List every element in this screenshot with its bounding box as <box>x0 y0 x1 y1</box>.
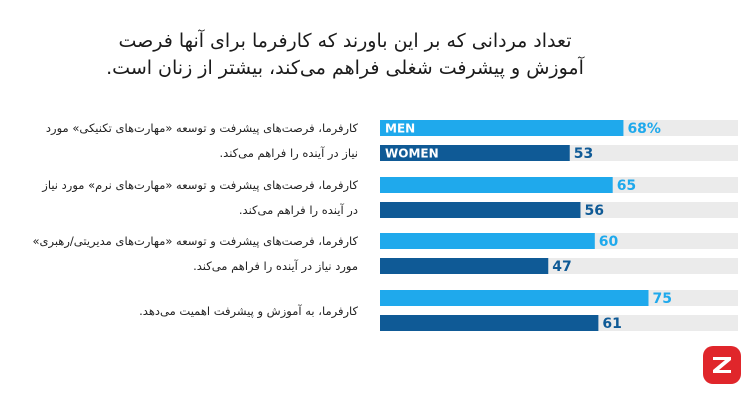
bar-value-label: 75 <box>653 291 672 307</box>
chart-title-line-1: تعداد مردانی که بر این باورند که کارفرما… <box>118 30 572 52</box>
bar-value-label: 60 <box>599 234 619 250</box>
bar-value-label: 68% <box>627 121 661 137</box>
category-label: کارفرما، فرصت‌های پیشرفت و توسعه «مهارت‌… <box>32 233 358 277</box>
category-label-line: مورد نیاز در آینده را فراهم می‌کند. <box>193 259 358 273</box>
bar-women-0 <box>380 145 570 161</box>
category-label-line: کارفرما، فرصت‌های پیشرفت و توسعه «مهارت‌… <box>42 178 358 192</box>
category-label-line: کارفرما، فرصت‌های پیشرفت و توسعه «مهارت‌… <box>32 234 358 248</box>
bar-women-1 <box>380 202 581 218</box>
z-logo-icon <box>703 346 741 384</box>
bar-women-2 <box>380 258 549 274</box>
bar-value-label: 53 <box>574 146 593 162</box>
category-label-line: نیاز در آینده را فراهم می‌کند. <box>219 146 359 160</box>
series-label: MEN <box>385 122 415 136</box>
category-label-line: در آینده را فراهم می‌کند. <box>238 203 358 217</box>
category-label: کارفرما، به آموزش و پیشرفت اهمیت می‌دهد. <box>48 290 358 334</box>
category-label: کارفرما، فرصت‌های پیشرفت و توسعه «مهارت‌… <box>42 177 358 221</box>
bar-value-label: 56 <box>584 203 603 219</box>
bar-value-label: 65 <box>617 178 636 194</box>
bar-men-3 <box>380 290 649 306</box>
bar-value-label: 47 <box>552 259 571 275</box>
category-label: کارفرما، فرصت‌های پیشرفت و توسعه «مهارت‌… <box>45 120 359 164</box>
category-label-line: کارفرما، فرصت‌های پیشرفت و توسعه «مهارت‌… <box>45 121 358 135</box>
chart-title-line-2: آموزش و پیشرفت شغلی فراهم می‌کند، بیشتر … <box>106 57 584 79</box>
chart-title: تعداد مردانی که بر این باورند که کارفرما… <box>60 28 630 82</box>
bar-value-label: 61 <box>602 316 621 332</box>
bar-men-2 <box>380 233 595 249</box>
bar-men-1 <box>380 177 613 193</box>
category-label-line: کارفرما، به آموزش و پیشرفت اهمیت می‌دهد. <box>139 304 358 318</box>
bar-men-0 <box>380 120 624 136</box>
bar-women-3 <box>380 315 599 331</box>
series-label: WOMEN <box>385 147 439 161</box>
